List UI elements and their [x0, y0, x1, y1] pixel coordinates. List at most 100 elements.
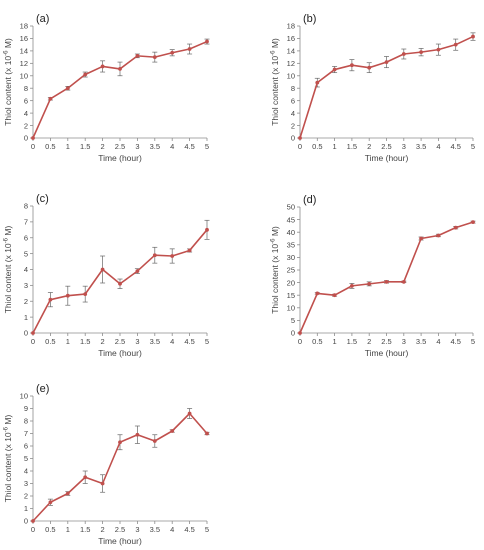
- x-tick-label: 2: [367, 337, 371, 346]
- y-tick-label: 0: [24, 134, 28, 143]
- data-point: [205, 431, 209, 436]
- y-axis-title-unit: M): [3, 415, 13, 427]
- x-tick-label: 2.5: [381, 142, 391, 151]
- x-tick-label: 1.5: [80, 142, 90, 151]
- y-axis-title: Thiol content (x 10-6 M): [3, 38, 13, 126]
- data-point: [384, 279, 389, 284]
- y-tick-label: 16: [287, 34, 295, 43]
- data-point: [384, 60, 389, 64]
- panel-label: (c): [36, 193, 49, 205]
- x-tick-label: 5: [471, 142, 475, 151]
- y-axis-title-unit: M): [3, 226, 13, 238]
- x-tick-label: 5: [471, 337, 475, 346]
- data-point: [453, 225, 458, 230]
- x-tick-label: 3: [135, 525, 139, 534]
- x-tick-label: 2.5: [115, 142, 125, 151]
- data-point: [83, 475, 88, 480]
- data-point: [205, 227, 209, 232]
- data-point: [471, 34, 475, 39]
- data-point: [83, 292, 88, 297]
- y-tick-label: 16: [20, 34, 28, 43]
- data-point: [152, 55, 157, 60]
- x-tick-label: 5: [205, 142, 209, 151]
- y-tick-label: 7: [24, 218, 28, 227]
- x-tick-label: 3.5: [150, 525, 160, 534]
- panel-label: (d): [303, 194, 316, 206]
- data-point: [315, 80, 320, 85]
- data-point: [65, 491, 70, 496]
- x-tick-label: 3: [135, 142, 139, 151]
- x-tick-label: 5: [205, 525, 209, 534]
- x-tick-label: 0: [31, 142, 35, 151]
- y-tick-label: 7: [24, 429, 28, 438]
- data-point: [170, 429, 175, 433]
- x-tick-label: 0.5: [312, 142, 322, 151]
- y-tick-label: 4: [24, 467, 28, 476]
- y-axis-title-main: Thiol content (x 10: [270, 244, 280, 314]
- y-tick-label: 12: [20, 59, 28, 68]
- y-tick-label: 18: [20, 22, 28, 31]
- y-tick-label: 25: [287, 266, 295, 275]
- y-tick-label: 4: [24, 109, 28, 118]
- data-point: [152, 439, 157, 443]
- data-point: [31, 136, 35, 140]
- x-tick-label: 4.5: [184, 142, 194, 151]
- data-point: [135, 269, 140, 273]
- x-tick-label: 4.5: [184, 337, 194, 346]
- x-tick-label: 3: [402, 337, 406, 346]
- y-tick-label: 8: [24, 202, 28, 211]
- y-tick-label: 15: [287, 291, 295, 300]
- y-tick-label: 1: [24, 313, 28, 322]
- y-axis-title: Thiol content (x 10-6 M): [3, 415, 13, 503]
- data-point: [298, 331, 302, 335]
- x-tick-label: 4.5: [450, 337, 460, 346]
- x-tick-label: 2: [367, 142, 371, 151]
- y-tick-label: 12: [287, 59, 295, 68]
- panel-label: (a): [36, 13, 49, 25]
- data-point: [83, 72, 88, 77]
- data-point: [298, 136, 302, 140]
- x-tick-label: 1: [333, 337, 337, 346]
- y-tick-label: 2: [24, 492, 28, 501]
- data-point: [187, 248, 192, 253]
- y-tick-label: 35: [287, 241, 295, 250]
- y-tick-label: 10: [287, 304, 295, 313]
- x-axis-title: Time (hour): [98, 348, 142, 358]
- x-tick-label: 1.5: [347, 142, 357, 151]
- panel-label: (e): [36, 383, 49, 395]
- y-tick-label: 5: [24, 454, 28, 463]
- x-tick-label: 3.5: [150, 337, 160, 346]
- y-tick-label: 30: [287, 253, 295, 262]
- x-tick-label: 3.5: [150, 142, 160, 151]
- y-axis-title-main: Thiol content (x 10: [3, 432, 13, 502]
- y-tick-label: 0: [291, 134, 295, 143]
- data-point: [170, 50, 175, 55]
- series-line: [299, 35, 474, 139]
- y-tick-label: 50: [287, 203, 295, 212]
- y-axis-title-unit: M): [3, 38, 13, 50]
- y-tick-label: 0: [24, 517, 28, 526]
- x-tick-label: 1.5: [347, 337, 357, 346]
- x-axis-title: Time (hour): [365, 153, 409, 163]
- x-tick-label: 2.5: [115, 337, 125, 346]
- series-line: [32, 40, 208, 139]
- data-point: [187, 47, 192, 51]
- data-point: [401, 279, 406, 284]
- x-tick-label: 4: [170, 142, 174, 151]
- data-point: [436, 47, 441, 52]
- data-point: [315, 291, 320, 296]
- x-tick-label: 5: [205, 337, 209, 346]
- y-tick-label: 0: [24, 329, 28, 338]
- y-axis-title-main: Thiol content (x 10: [270, 56, 280, 126]
- x-tick-label: 3.5: [416, 337, 426, 346]
- data-point: [367, 65, 372, 70]
- y-tick-label: 8: [24, 417, 28, 426]
- y-axis-title-unit: M): [270, 38, 280, 50]
- y-axis-title: Thiol content (x 10-6 M): [270, 226, 280, 314]
- x-tick-label: 4: [436, 337, 440, 346]
- x-tick-label: 0.5: [312, 337, 322, 346]
- data-point: [48, 297, 53, 302]
- data-point: [65, 293, 70, 298]
- y-tick-label: 5: [24, 249, 28, 258]
